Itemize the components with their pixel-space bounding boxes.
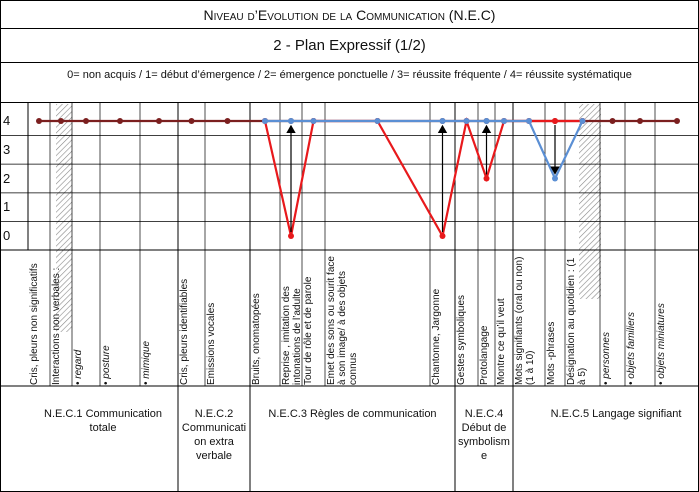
point (439, 118, 446, 124)
group-label: N.E.C.3 Règles de communication (268, 408, 437, 420)
point (58, 118, 64, 124)
category-label: • objets miniatures (656, 303, 667, 385)
point (609, 118, 616, 124)
point (552, 118, 558, 124)
point (288, 233, 294, 239)
group-label: N.E.C.4 Début de symbolisme (458, 408, 510, 462)
point (637, 118, 643, 124)
category-label: Reprise , imitation des intonations de l… (281, 286, 302, 385)
point (288, 118, 294, 124)
y-tick-label: 2 (3, 170, 11, 186)
category-label: • regard (73, 349, 84, 385)
point (674, 118, 680, 124)
point (262, 118, 268, 124)
point (374, 118, 381, 124)
point (224, 118, 231, 124)
point (156, 118, 162, 124)
category-label: Mots -phrases (546, 321, 557, 385)
point (463, 118, 470, 124)
y-tick-label: 0 (3, 228, 11, 243)
subtitle: 2 - Plan Expressif (1/2) (1, 29, 698, 63)
group-label: N.E.C.2 Communication extra verbale (181, 408, 247, 462)
y-tick-label: 3 (3, 141, 11, 157)
point (36, 118, 42, 124)
series-line (263, 116, 583, 240)
point (483, 175, 490, 182)
point (310, 118, 317, 124)
category-label: Désignation au quotidien : (1 à 5) (566, 257, 588, 385)
category-label: • personnes (601, 332, 612, 385)
point (188, 118, 195, 124)
category-label: Emet des sons ou sourit face à son image… (326, 256, 359, 385)
category-label: • posture (101, 345, 112, 385)
y-tick-label: 1 (3, 199, 11, 215)
category-label: Protolangage (479, 325, 490, 386)
category-label: • objets familiers (626, 312, 637, 385)
category-label: Gestes symboliques (456, 294, 467, 385)
category-label: Interactions non verbales : (51, 267, 62, 385)
category-label: Emissions vocales (206, 302, 217, 385)
category-label: Montre ce qu’il veut (496, 298, 507, 385)
category-label: Cris, pleurs identifiables (179, 278, 190, 385)
category-label: • mimique (141, 340, 152, 385)
title: Niveau d’Evolution de la Communication (… (1, 1, 698, 29)
category-label: Cris, pleurs non significatifs (29, 263, 40, 385)
category-label: Tour de rôle et de parole (303, 276, 314, 385)
group-label: N.E.C.5 Langage signifiant (550, 408, 682, 420)
category-label: Mots signifiants (oral ou non) (1 à 10) (514, 256, 536, 385)
point (83, 118, 89, 124)
point (526, 118, 532, 124)
point (439, 233, 446, 239)
y-tick-label: 4 (3, 113, 11, 128)
point (501, 118, 507, 124)
scale-note: 0= non acquis / 1= début d’émergence / 2… (1, 63, 698, 103)
point (579, 118, 586, 124)
group-label: N.E.C.1 Communication totale (44, 408, 162, 434)
category-label: Bruits, onomatopées (251, 293, 262, 385)
hatch (56, 104, 72, 332)
point (552, 175, 558, 182)
point (117, 118, 123, 124)
category-label: Chantonne, Jargonne (431, 288, 442, 385)
point (483, 118, 490, 124)
